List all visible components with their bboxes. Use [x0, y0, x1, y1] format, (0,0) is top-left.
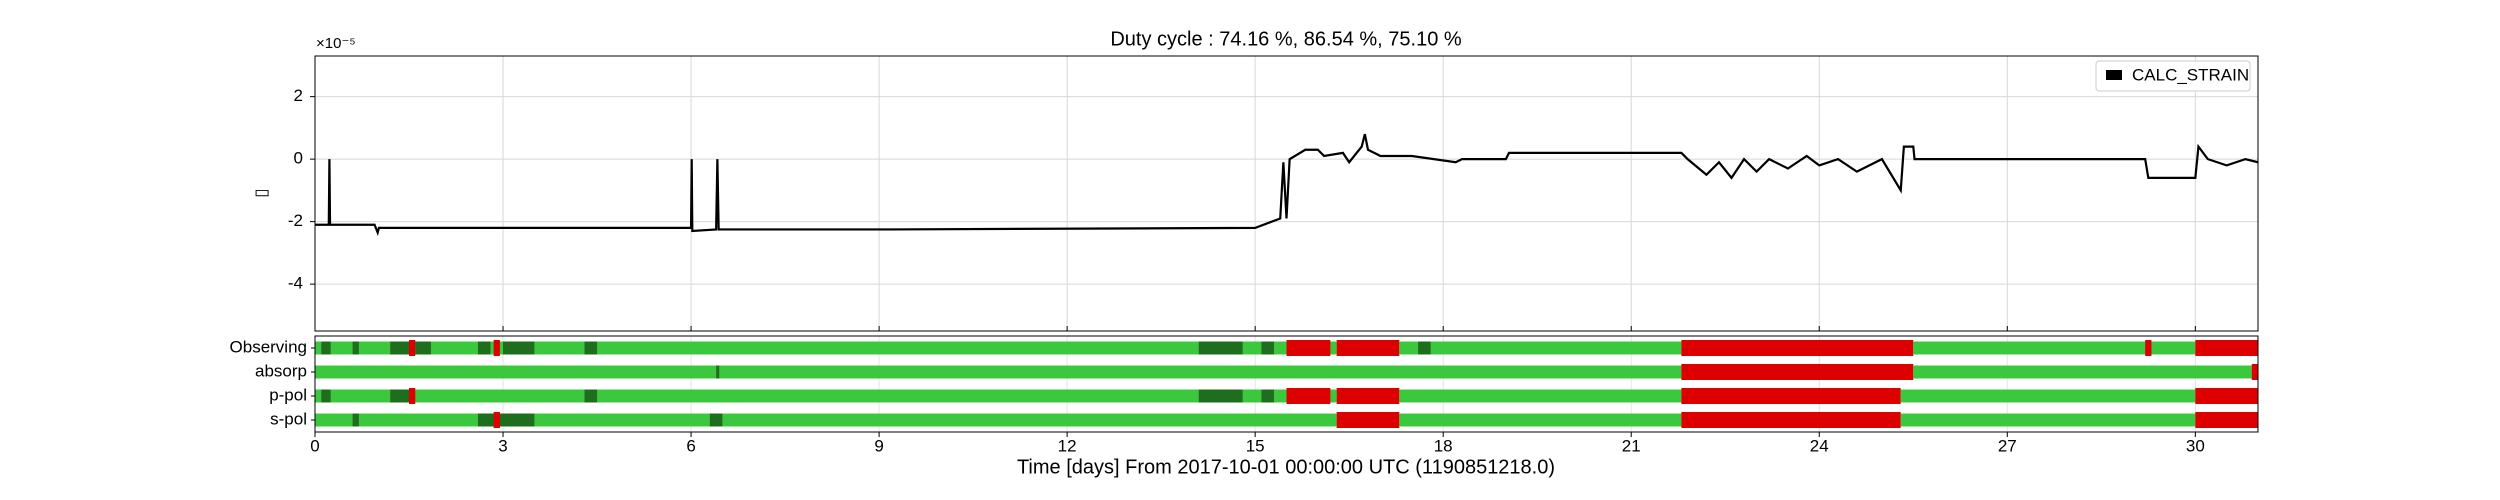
segment	[1261, 341, 1274, 355]
segment	[584, 389, 598, 403]
legend-swatch	[2106, 70, 2122, 80]
segment	[709, 413, 723, 427]
segment	[321, 341, 331, 355]
segment	[390, 389, 410, 403]
segment	[1336, 340, 1400, 356]
segment	[315, 365, 1682, 379]
row-label: p-pol	[269, 385, 307, 404]
segment	[2195, 388, 2258, 404]
segment	[1681, 412, 1901, 428]
chart-title: Duty cycle : 74.16 %, 86.54 %, 75.10 %	[1110, 28, 1462, 50]
x-tick-label: 21	[1622, 436, 1641, 455]
row-label: s-pol	[270, 409, 307, 428]
segment	[315, 413, 1337, 427]
y-tick-label: -4	[288, 274, 303, 293]
segment	[1681, 364, 1914, 380]
axes-frame	[314, 335, 2259, 433]
segment	[1913, 341, 2196, 355]
x-tick-label: 24	[1810, 436, 1829, 455]
segment	[1913, 365, 2252, 379]
data-line	[315, 133, 2259, 237]
segment	[1900, 413, 2196, 427]
legend-box	[2095, 60, 2251, 92]
segment	[390, 341, 410, 355]
legend-label: CALC_STRAIN	[2132, 65, 2249, 84]
row-label: absorp	[255, 361, 307, 380]
segment	[493, 340, 500, 356]
x-tick-label: 27	[1998, 436, 2017, 455]
segment	[584, 341, 598, 355]
segment	[2195, 412, 2258, 428]
segment	[1198, 389, 1243, 403]
x-tick-label: 9	[874, 436, 883, 455]
segment	[477, 341, 491, 355]
x-tick-label: 0	[310, 436, 319, 455]
y-label: ▯	[251, 188, 270, 197]
segment	[1286, 388, 1331, 404]
segment	[321, 389, 331, 403]
segment	[415, 341, 431, 355]
segment	[2251, 364, 2258, 380]
segment	[1399, 341, 1682, 355]
segment	[352, 341, 359, 355]
segment	[1336, 388, 1400, 404]
segment	[409, 388, 416, 404]
segment	[1399, 413, 1682, 427]
y-tick-label: -2	[288, 211, 303, 230]
segment	[2195, 340, 2258, 356]
segment	[1681, 388, 1901, 404]
segment	[409, 340, 416, 356]
offset-label: ×10⁻⁵	[316, 35, 356, 52]
segment	[352, 413, 359, 427]
y-tick-label: 2	[294, 86, 303, 105]
segment	[1261, 389, 1274, 403]
row-label: Observing	[230, 337, 307, 356]
segment	[1286, 340, 1331, 356]
segment	[493, 412, 500, 428]
x-tick-label: 15	[1246, 436, 1265, 455]
segment	[1336, 412, 1400, 428]
x-tick-label: 3	[498, 436, 507, 455]
x-tick-label: 18	[1434, 436, 1453, 455]
axes-frame	[314, 55, 2259, 332]
y-tick-label: 0	[294, 149, 303, 168]
segment	[503, 341, 535, 355]
segment	[2145, 340, 2152, 356]
segment	[1198, 341, 1243, 355]
segment	[1399, 389, 1682, 403]
x-tick-label: 12	[1058, 436, 1077, 455]
segment	[1900, 389, 2196, 403]
x-tick-label: 6	[686, 436, 695, 455]
segment	[716, 365, 720, 379]
segment	[315, 389, 1337, 403]
x-label: Time [days] From 2017-10-01 00:00:00 UTC…	[1017, 456, 1555, 478]
segment	[1681, 340, 1914, 356]
segment	[477, 413, 535, 427]
segment	[315, 341, 1337, 355]
x-tick-label: 30	[2186, 436, 2205, 455]
segment	[1418, 341, 1431, 355]
